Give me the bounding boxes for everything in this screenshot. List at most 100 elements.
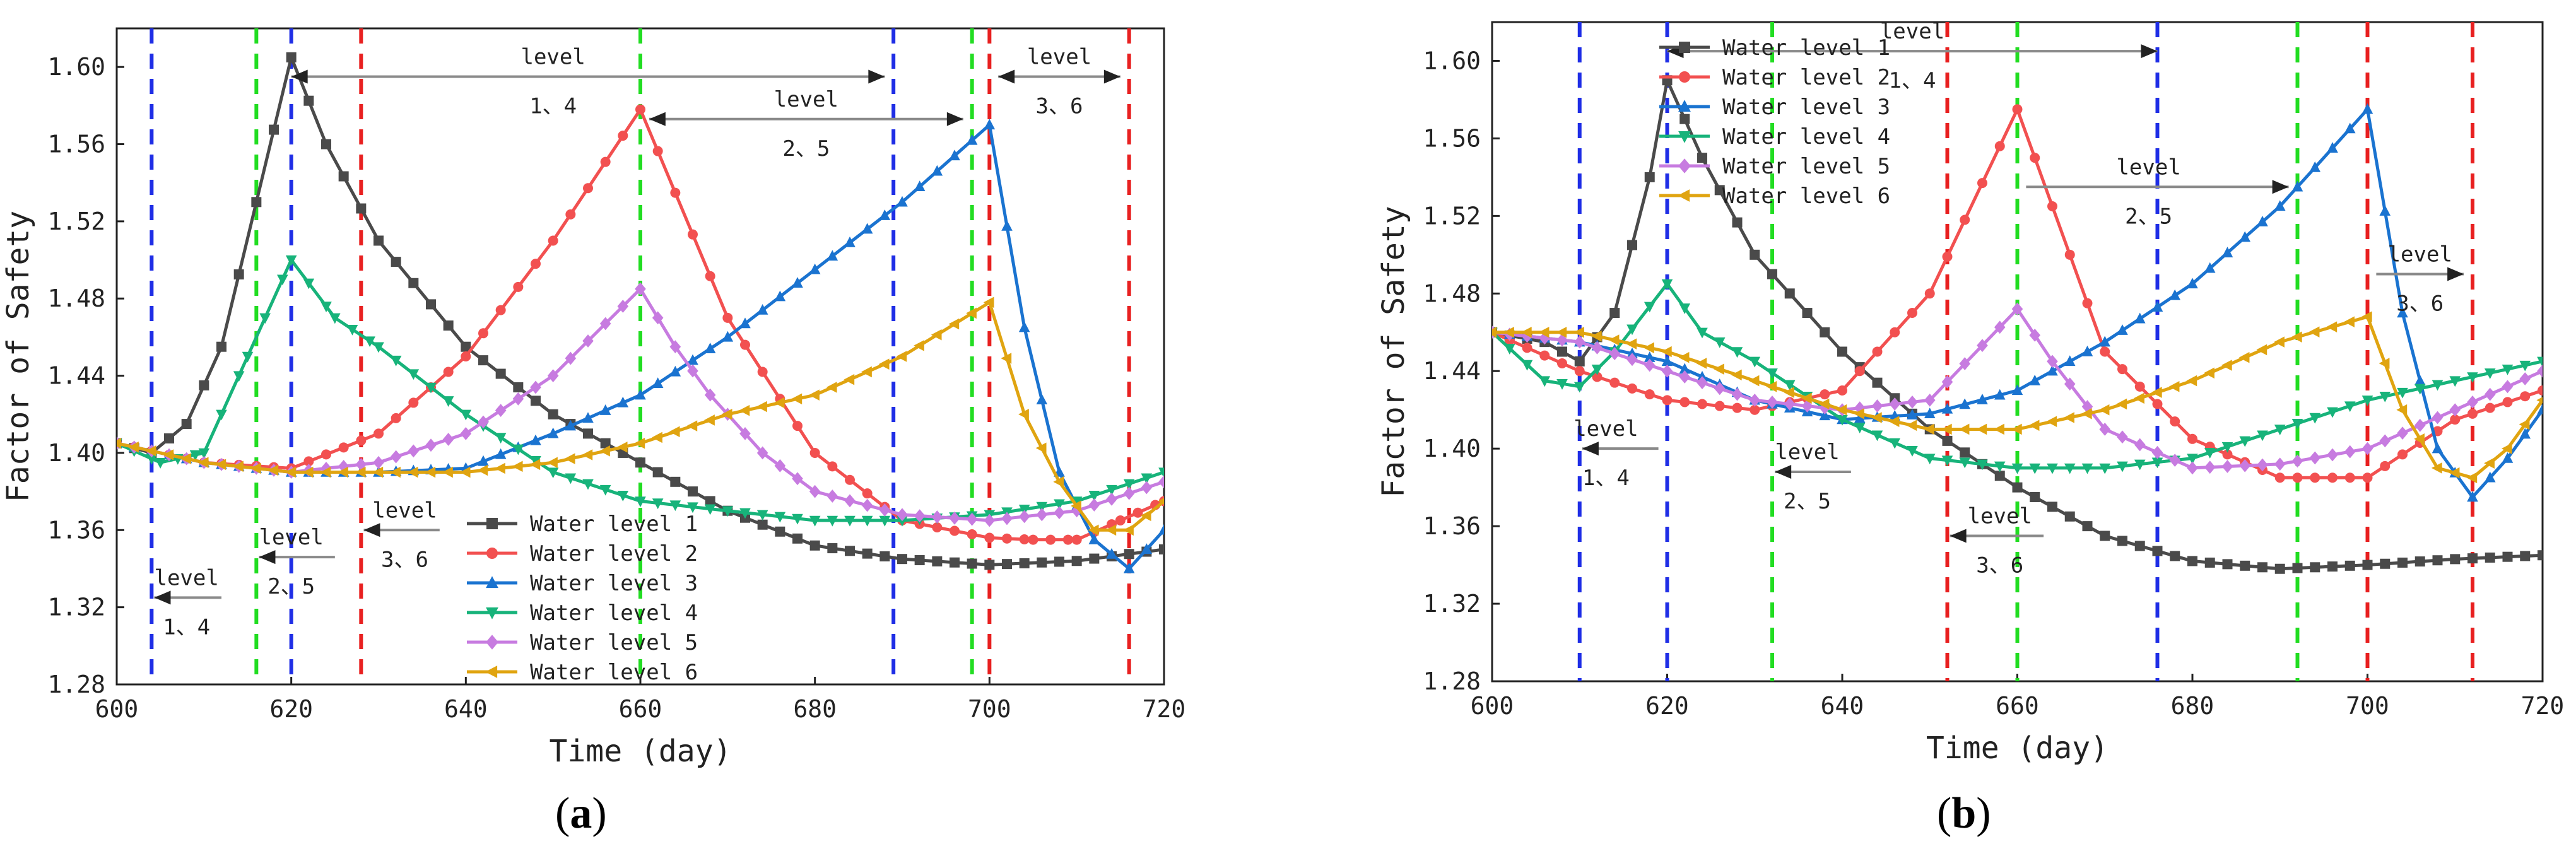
data-point [1976,423,1987,435]
legend-marker [1678,158,1691,173]
data-point [2310,472,2320,483]
data-point [2064,412,2074,423]
data-point [2117,536,2127,546]
data-point [2396,404,2408,416]
data-point [2537,356,2543,368]
data-point [2519,372,2531,385]
data-point [1767,269,1777,279]
data-point [897,554,907,565]
data-point [844,515,856,527]
data-point [1994,461,2006,472]
data-point [2117,364,2127,375]
arrow-label-level: level [1573,416,1638,442]
data-point [2186,375,2197,387]
data-point [1539,376,1551,387]
data-point [408,397,419,408]
x-tick-label: 680 [793,695,837,723]
legend-label: Water level 2 [530,541,698,566]
data-point [1924,393,1936,407]
data-point [792,472,803,486]
data-point [1977,394,1988,404]
data-point [1662,395,1673,406]
data-point [2221,247,2233,257]
data-point [1018,510,1030,524]
data-point [1644,172,1655,182]
y-tick-label: 1.56 [1423,124,1481,152]
legend-marker [486,635,498,650]
data-point [861,498,873,512]
data-point [2502,452,2514,463]
annotation-arrow: level 3、6 [1950,503,2044,578]
data-point [442,396,454,407]
data-point [2151,387,2162,398]
y-tick-label: 1.48 [1423,279,1481,307]
annotation-arrow: level 1、4 [291,44,885,119]
data-point [1627,383,1637,394]
data-point [1574,356,1585,367]
data-point [2379,434,2391,448]
y-tick-label: 1.52 [1423,202,1481,230]
arrow-label-levels: 2、5 [1784,489,1831,514]
data-point [826,250,838,261]
data-point [2502,397,2513,408]
data-point [2081,408,2092,419]
data-point [1820,389,1830,400]
data-point [739,317,751,329]
data-point [2449,403,2461,417]
arrow-label-level: level [2116,155,2180,180]
data-point [1608,334,1620,346]
data-point [967,529,977,540]
data-point [1054,506,1065,520]
data-point [1942,251,1953,262]
data-point [1678,351,1690,363]
data-point [861,223,873,234]
arrow-label-level: level [259,525,323,550]
data-point [1626,347,1638,358]
x-tick-label: 700 [2346,692,2389,720]
data-point [1071,496,1083,508]
data-point [1941,455,1953,467]
data-point [809,263,821,274]
data-point [688,486,698,497]
data-point [879,209,891,220]
data-point [2520,391,2531,402]
data-point [2257,215,2268,226]
data-point [2414,375,2426,385]
data-point [1994,423,2004,435]
data-point [2502,380,2514,394]
data-point [2362,560,2373,570]
data-point [198,448,210,459]
legend: Water level 1 Water level 2 Water level 3 W… [467,512,698,685]
data-point [242,351,254,363]
data-point [1115,515,1126,525]
data-point [2291,419,2303,430]
arrow-label-levels: 1、4 [529,93,577,119]
data-point [2485,402,2495,413]
data-point [739,404,750,416]
data-point [1854,408,1864,419]
data-point [478,455,489,466]
data-point [1036,501,1048,513]
data-point [2484,387,2496,401]
arrow-label-levels: 3、6 [1036,93,1083,119]
data-point [2169,289,2181,300]
data-point [442,433,454,446]
data-point [2450,554,2461,565]
data-point [531,396,541,406]
data-point [1592,372,1603,382]
data-point [2466,472,2478,484]
data-point [1679,370,1691,384]
data-point [652,377,664,389]
chart-panel-b: 600 620 640 660 680 700 720 1.28 1.32 1.36 1.40 1.4… [1376,19,2564,766]
data-point [1140,510,1151,522]
data-point [2379,391,2391,402]
data-point [2309,161,2321,172]
data-point [932,556,943,566]
data-point [2362,472,2373,483]
data-point [2397,387,2408,399]
data-point [2449,376,2461,387]
data-point [155,458,166,469]
data-point [1522,343,1532,353]
data-point [564,453,575,464]
data-point [117,437,122,449]
